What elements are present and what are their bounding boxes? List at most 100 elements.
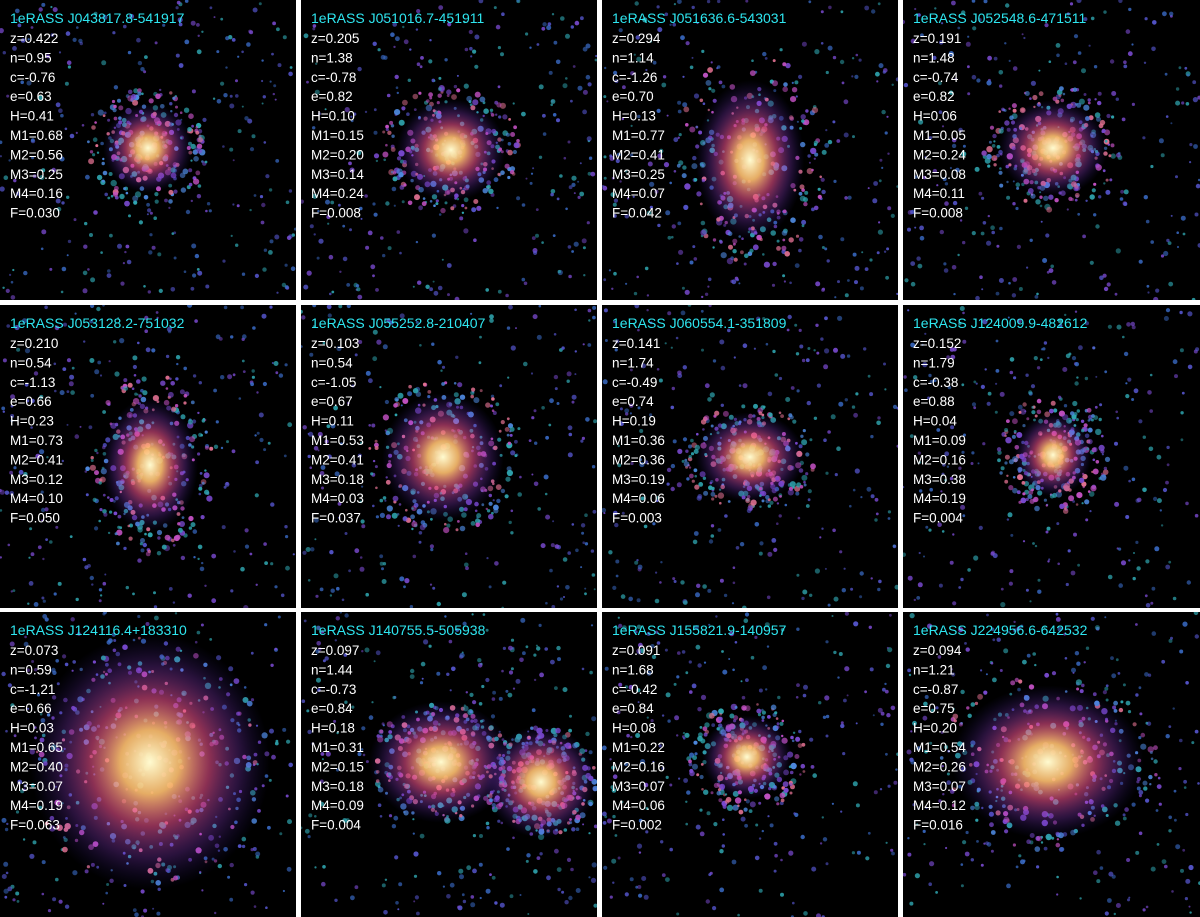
photon-dot: [213, 388, 218, 393]
photon-dot: [349, 228, 352, 232]
photon-dot: [437, 285, 443, 291]
source-dot: [102, 157, 105, 161]
photon-dot: [628, 596, 633, 602]
photon-dot: [49, 540, 53, 544]
source-dot: [1001, 107, 1005, 112]
photon-dot: [677, 370, 682, 376]
photon-dot: [1135, 540, 1139, 544]
photon-dot: [1046, 526, 1051, 531]
source-dot: [407, 200, 413, 206]
photon-dot: [23, 784, 28, 788]
photon-dot: [827, 139, 833, 145]
photon-dot: [301, 345, 303, 348]
photon-dot: [5, 729, 8, 733]
photon-dot: [613, 198, 618, 203]
source-dot: [821, 149, 827, 155]
photon-dot: [1184, 66, 1188, 70]
parameter-line: M2=0.24: [913, 147, 966, 162]
source-dot: [1091, 188, 1096, 193]
photon-dot: [552, 234, 556, 238]
photon-dot: [847, 279, 850, 282]
photon-dot: [153, 605, 158, 608]
photon-dot: [269, 305, 273, 309]
photon-dot: [772, 349, 776, 354]
photon-dot: [693, 93, 700, 99]
photon-dot: [59, 156, 65, 162]
photon-dot: [637, 328, 640, 332]
photon-dot: [250, 651, 254, 655]
photon-dot: [235, 243, 239, 247]
photon-dot: [910, 38, 916, 44]
photon-dot: [707, 588, 712, 593]
photon-dot: [104, 573, 107, 576]
photon-dot: [922, 362, 928, 368]
source-dot: [419, 524, 426, 531]
photon-dot: [536, 43, 540, 46]
source-dot: [398, 503, 402, 506]
photon-dot: [373, 212, 378, 217]
photon-dot: [1074, 381, 1079, 386]
photon-dot: [199, 566, 205, 572]
source-dot: [1072, 400, 1078, 407]
source-dot: [1084, 499, 1090, 505]
photon-dot: [801, 219, 807, 225]
photon-dot: [1042, 258, 1048, 263]
photon-dot: [202, 117, 207, 122]
source-dot: [435, 199, 439, 203]
photon-dot: [488, 585, 492, 589]
photon-dot: [974, 166, 980, 172]
photon-dot: [230, 335, 234, 339]
photon-dot: [924, 332, 927, 335]
photon-dot: [649, 40, 652, 43]
photon-dot: [1147, 390, 1152, 395]
source-dot: [476, 513, 482, 519]
source-dot: [805, 109, 809, 113]
source-dot: [813, 205, 819, 211]
photon-dot: [903, 82, 909, 88]
photon-dot: [133, 374, 137, 377]
photon-dot: [13, 178, 17, 183]
photon-dot: [689, 260, 694, 265]
photon-dot: [550, 99, 556, 104]
photon-dot: [1176, 245, 1180, 249]
source-dot: [99, 478, 103, 482]
photon-dot: [168, 206, 171, 209]
photon-dot: [963, 433, 966, 437]
parameter-line: c=-1.26: [612, 70, 657, 85]
photon-dot: [236, 204, 240, 208]
photon-dot: [1163, 316, 1169, 321]
photon-dot: [183, 270, 187, 274]
photon-dot: [639, 429, 644, 433]
source-dot: [1087, 98, 1091, 102]
photon-dot: [702, 102, 706, 105]
photon-dot: [696, 22, 699, 25]
photon-dot: [977, 462, 980, 465]
photon-dot: [1105, 189, 1111, 195]
source-dot: [699, 202, 703, 206]
photon-dot: [6, 822, 9, 826]
photon-dot: [923, 555, 925, 558]
photon-dot: [990, 225, 995, 230]
source-dot: [1087, 427, 1093, 433]
photon-dot: [448, 639, 453, 644]
photon-dot: [40, 490, 44, 494]
source-dot: [1059, 503, 1065, 509]
photon-dot: [672, 577, 676, 581]
photon-dot: [220, 17, 224, 21]
photon-dot: [432, 280, 435, 283]
photon-dot: [64, 904, 70, 909]
panel: 1eRASS J051636.6-543031z=0.294n=1.14c=-1…: [602, 0, 898, 300]
photon-dot: [304, 828, 310, 834]
photon-dot: [538, 623, 542, 627]
photon-dot: [707, 277, 712, 282]
photon-dot: [393, 204, 396, 207]
photon-dot: [998, 278, 1004, 283]
photon-dot: [13, 466, 17, 470]
panel-image: [903, 305, 1200, 608]
source-dot: [810, 463, 816, 470]
photon-dot: [1, 406, 6, 411]
parameter-line: M1=0.09: [913, 433, 966, 448]
photon-dot: [356, 287, 361, 292]
photon-dot: [589, 670, 593, 675]
source-dot: [426, 99, 430, 103]
